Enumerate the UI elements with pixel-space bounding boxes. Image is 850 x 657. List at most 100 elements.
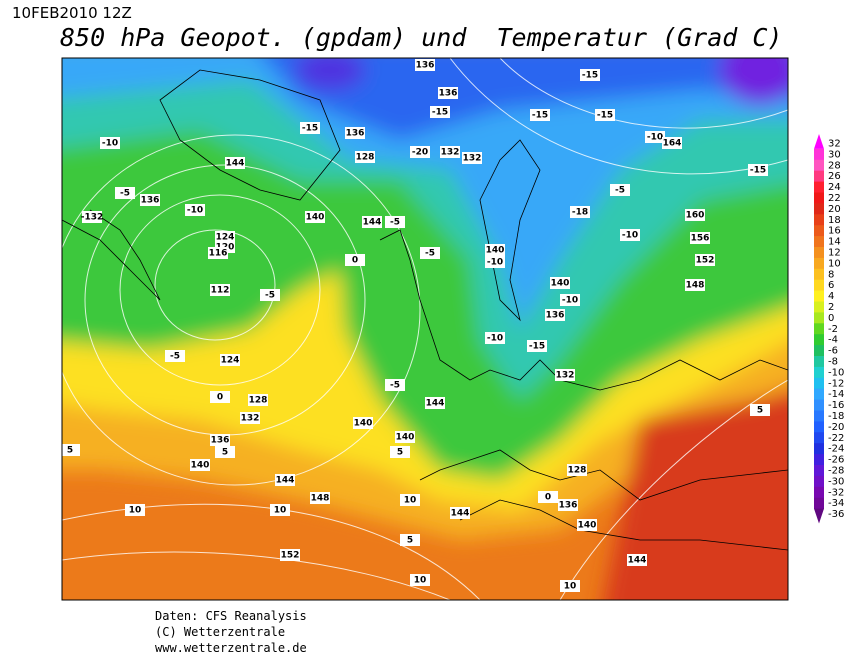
date-label: 10FEB2010 12Z (12, 4, 132, 22)
contours (62, 58, 788, 600)
colorbar-swatch (814, 323, 824, 335)
colorbar-label: -32 (828, 487, 844, 498)
colorbar-label: 24 (828, 182, 841, 193)
label-box (690, 232, 710, 244)
label-box (485, 256, 505, 268)
label-box (82, 211, 102, 223)
label-box (280, 549, 300, 561)
colorbar-label: -26 (828, 455, 844, 466)
colorbar-swatch (814, 388, 824, 401)
contour-label: 156 (691, 234, 710, 244)
label-box (425, 397, 445, 409)
colorbar-swatch (814, 225, 824, 237)
label-box (558, 499, 578, 511)
colorbar-label: -36 (828, 509, 844, 520)
contour-label: 5 (397, 448, 403, 458)
colorbar-swatch (814, 486, 824, 499)
colorbar-swatch (814, 399, 824, 411)
contour-label: 140 (578, 521, 597, 531)
contour-label: -10 (562, 296, 578, 306)
label-box (538, 491, 558, 503)
contour-label: 124 (221, 356, 240, 366)
label-box (580, 69, 600, 81)
colorbar-swatch (814, 203, 824, 215)
label-box (185, 204, 205, 216)
colorbar-label: 30 (828, 149, 841, 160)
colorbar-swatch (814, 268, 824, 281)
colorbar-label: 12 (828, 247, 841, 258)
label-box (462, 152, 482, 164)
colorbar-swatch (814, 159, 824, 172)
label-box (560, 294, 580, 306)
colorbar-swatch (814, 170, 824, 183)
label-box (210, 391, 230, 403)
contour-label: 140 (551, 279, 570, 289)
contour-label: -5 (390, 218, 400, 228)
label-box (410, 574, 430, 586)
contour-label: 136 (211, 436, 230, 446)
label-box (390, 446, 410, 458)
label-box (415, 59, 435, 71)
colorbar-label: -22 (828, 433, 844, 444)
contour-label: 124 (216, 233, 235, 243)
colorbar-label: 0 (828, 313, 834, 324)
colorbar-label: -2 (828, 324, 838, 335)
label-box (400, 534, 420, 546)
contour-label: -10 (647, 133, 663, 143)
label-box (550, 277, 570, 289)
colorbar-swatch (814, 356, 824, 368)
contour-label: 136 (439, 89, 458, 99)
contour-label: 5 (67, 446, 73, 456)
colorbar-cap (814, 508, 824, 524)
label-box (570, 206, 590, 218)
colorbar-label: -16 (828, 400, 844, 411)
colorbar-label: -28 (828, 465, 844, 476)
contour-label: 144 (451, 509, 470, 519)
label-box (420, 247, 440, 259)
label-box (345, 127, 365, 139)
contour-label: 10 (274, 506, 287, 516)
contour-label: -10 (487, 258, 503, 268)
contour-label: 136 (346, 129, 365, 139)
contour-label: 0 (545, 493, 551, 503)
colorbar-swatch (814, 301, 824, 313)
contour-label: 0 (217, 393, 223, 403)
colorbar-label: -20 (828, 422, 844, 433)
colorbar-label: -8 (828, 356, 838, 367)
contour-label: 5 (757, 406, 763, 416)
coastlines (62, 69, 788, 551)
colorbar-label: 2 (828, 302, 834, 313)
label-box (362, 216, 382, 228)
contour-label: -10 (102, 139, 118, 149)
contour-label: 152 (281, 551, 300, 561)
contour-label: 140 (354, 419, 373, 429)
colorbar-swatch (814, 214, 824, 226)
contour-label: -20 (412, 148, 428, 158)
colorbar-swatch (814, 497, 824, 510)
contour-label: 5 (407, 536, 413, 546)
contour-label: -5 (120, 189, 130, 199)
colorbar-swatch (814, 192, 824, 204)
contour-label: 132 (241, 414, 260, 424)
contour-label: 136 (559, 501, 578, 511)
label-box (62, 444, 80, 456)
label-box (215, 231, 235, 243)
contour-label: 152 (696, 256, 715, 266)
colorbar-swatch (814, 236, 824, 248)
colorbar-swatch (814, 290, 824, 302)
contour-label: 10 (414, 576, 427, 586)
colorbar-label: -4 (828, 335, 838, 346)
label-box (310, 492, 330, 504)
contour-label: 128 (249, 396, 268, 406)
contour-label: 164 (663, 139, 682, 149)
contour-label: 148 (311, 494, 330, 504)
contour-label: 5 (222, 448, 228, 458)
colorbar-swatch (814, 345, 824, 357)
colorbar-label: 4 (828, 291, 834, 302)
label-box (140, 194, 160, 206)
contour-label: -15 (529, 342, 545, 352)
label-box (210, 434, 230, 446)
contour-label: 148 (686, 281, 705, 291)
label-box (530, 109, 550, 121)
contour-label: 0 (352, 256, 358, 266)
